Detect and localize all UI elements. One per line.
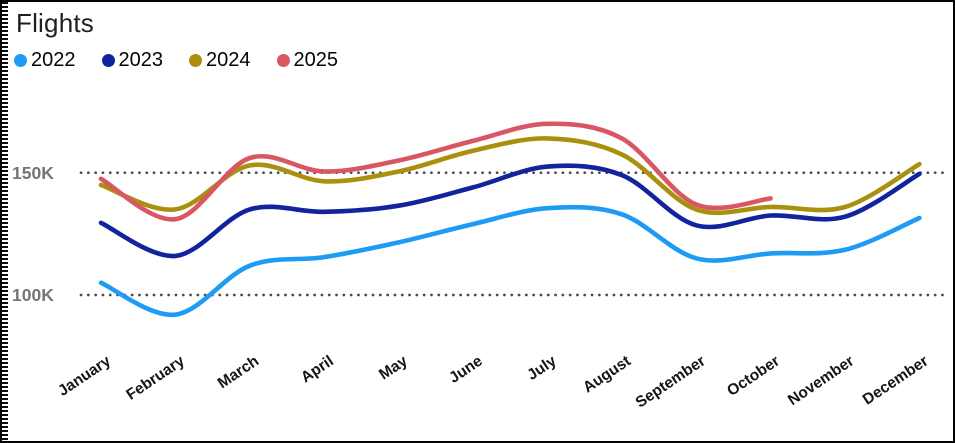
legend-label-2025: 2025 [293, 49, 339, 71]
legend-label-2024: 2024 [206, 49, 251, 71]
legend-item-2022[interactable]: 2022 [14, 48, 76, 72]
legend-dot-2025 [276, 53, 290, 67]
series-line-2022[interactable] [98, 204, 922, 317]
legend-item-2023[interactable]: 2023 [101, 48, 164, 72]
y-axis-label-100k: 100K [12, 285, 54, 306]
chart-title: Flights [16, 8, 94, 38]
left-edge-serration [2, 2, 8, 441]
legend-label-2022: 2022 [31, 49, 76, 71]
y-axis-label-150k: 150K [12, 162, 54, 183]
legend-label-2023: 2023 [118, 49, 164, 71]
legend-dot-2023 [101, 53, 115, 67]
series-line-2025[interactable] [98, 121, 773, 222]
legend-dot-2024 [189, 53, 202, 67]
series-line-2023[interactable] [98, 163, 922, 259]
legend-dot-2022 [14, 53, 27, 67]
legend: 2022 2023 2024 2025 [14, 48, 338, 72]
legend-item-2024[interactable]: 2024 [189, 48, 251, 72]
series-line-2024[interactable] [98, 136, 922, 216]
legend-item-2025[interactable]: 2025 [276, 48, 339, 72]
